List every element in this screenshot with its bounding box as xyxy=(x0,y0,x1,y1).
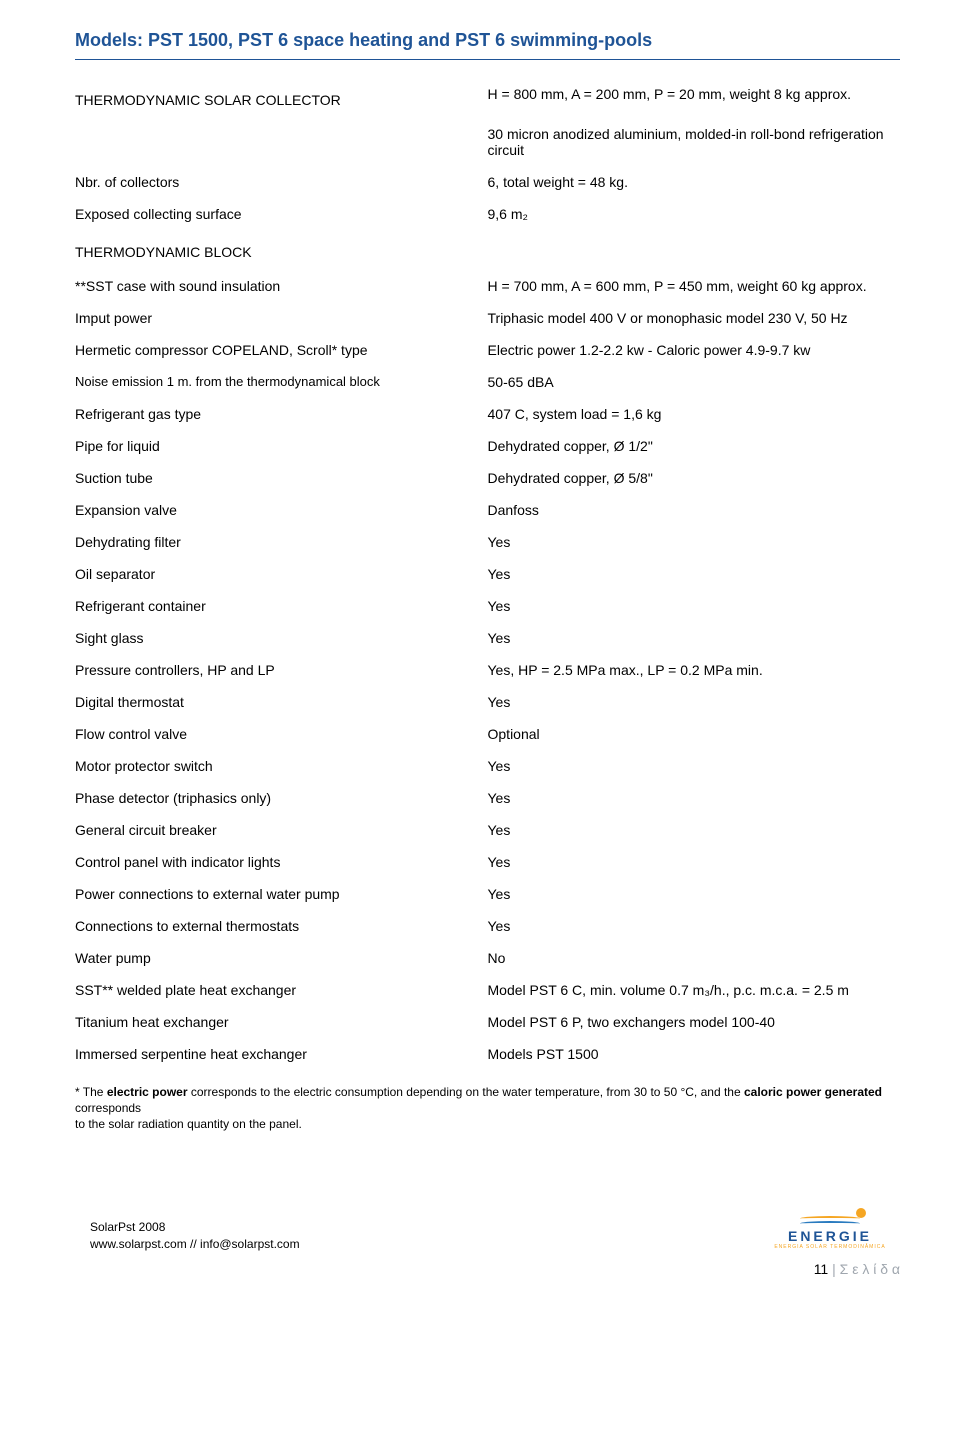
table-row: Power connections to external water pump… xyxy=(75,878,900,910)
spec-value xyxy=(488,230,901,270)
spec-label: THERMODYNAMIC BLOCK xyxy=(75,230,488,270)
table-row: Control panel with indicator lights Yes xyxy=(75,846,900,878)
table-row: Flow control valveOptional xyxy=(75,718,900,750)
spec-label: Exposed collecting surface xyxy=(75,198,488,230)
spec-label: Control panel with indicator lights xyxy=(75,846,488,878)
spec-label: Imput power xyxy=(75,302,488,334)
spec-label: Flow control valve xyxy=(75,718,488,750)
spec-label: Titanium heat exchanger xyxy=(75,1006,488,1038)
footer-text: SolarPst 2008 www.solarpst.com // info@s… xyxy=(90,1219,300,1253)
spec-value: Yes xyxy=(488,558,901,590)
spec-label: Hermetic compressor COPELAND, Scroll* ty… xyxy=(75,334,488,366)
spec-label: Immersed serpentine heat exchanger xyxy=(75,1038,488,1070)
page-title: Models: PST 1500, PST 6 space heating an… xyxy=(75,30,900,60)
table-row: Exposed collecting surface9,6 m₂ xyxy=(75,198,900,230)
spec-value: Yes xyxy=(488,910,901,942)
spec-value: Yes xyxy=(488,622,901,654)
spec-label: Refrigerant gas type xyxy=(75,398,488,430)
table-row: Pressure controllers, HP and LPYes, HP =… xyxy=(75,654,900,686)
spec-label: Sight glass xyxy=(75,622,488,654)
spec-label: Oil separator xyxy=(75,558,488,590)
table-row: General circuit breakerYes xyxy=(75,814,900,846)
table-row: Noise emission 1 m. from the thermodynam… xyxy=(75,366,900,398)
spec-label: Water pump xyxy=(75,942,488,974)
table-row: Refrigerant containerYes xyxy=(75,590,900,622)
spec-label xyxy=(75,118,488,166)
spec-value: 50-65 dBA xyxy=(488,366,901,398)
spec-value: Optional xyxy=(488,718,901,750)
spec-label: Suction tube xyxy=(75,462,488,494)
spec-value: Electric power 1.2-2.2 kw - Caloric powe… xyxy=(488,334,901,366)
spec-value: 30 micron anodized aluminium, molded-in … xyxy=(488,118,901,166)
spec-label: Refrigerant container xyxy=(75,590,488,622)
spec-label: THERMODYNAMIC SOLAR COLLECTOR xyxy=(75,78,488,118)
table-row: Sight glassYes xyxy=(75,622,900,654)
table-row: THERMODYNAMIC BLOCK xyxy=(75,230,900,270)
table-row: Hermetic compressor COPELAND, Scroll* ty… xyxy=(75,334,900,366)
spec-value: Danfoss xyxy=(488,494,901,526)
spec-value: Model PST 6 P, two exchangers model 100-… xyxy=(488,1006,901,1038)
spec-label: Power connections to external water pump xyxy=(75,878,488,910)
table-row: Connections to external thermostatsYes xyxy=(75,910,900,942)
footnote: * The electric power corresponds to the … xyxy=(75,1084,900,1133)
spec-value: Yes, HP = 2.5 MPa max., LP = 0.2 MPa min… xyxy=(488,654,901,686)
spec-label: Phase detector (triphasics only) xyxy=(75,782,488,814)
spec-value: Yes xyxy=(488,526,901,558)
spec-value: Dehydrated copper, Ø 1/2" xyxy=(488,430,901,462)
spec-value: No xyxy=(488,942,901,974)
spec-label: Noise emission 1 m. from the thermodynam… xyxy=(75,366,488,398)
table-row: Titanium heat exchangerModel PST 6 P, tw… xyxy=(75,1006,900,1038)
table-row: Immersed serpentine heat exchangerModels… xyxy=(75,1038,900,1070)
spec-value: 6, total weight = 48 kg. xyxy=(488,166,901,198)
spec-value: H = 800 mm, A = 200 mm, P = 20 mm, weigh… xyxy=(488,78,901,118)
table-row: Phase detector (triphasics only)Yes xyxy=(75,782,900,814)
spec-value: Yes xyxy=(488,846,901,878)
spec-label: Nbr. of collectors xyxy=(75,166,488,198)
spec-value: 407 C, system load = 1,6 kg xyxy=(488,398,901,430)
table-row: THERMODYNAMIC SOLAR COLLECTORH = 800 mm,… xyxy=(75,78,900,118)
table-row: Pipe for liquidDehydrated copper, Ø 1/2" xyxy=(75,430,900,462)
table-row: Expansion valveDanfoss xyxy=(75,494,900,526)
table-row: Suction tubeDehydrated copper, Ø 5/8" xyxy=(75,462,900,494)
spec-value: Yes xyxy=(488,814,901,846)
spec-value: Yes xyxy=(488,782,901,814)
spec-label: Expansion valve xyxy=(75,494,488,526)
spec-label: Pressure controllers, HP and LP xyxy=(75,654,488,686)
page-number: 11 | Σ ε λ ί δ α xyxy=(75,1261,900,1277)
table-row: Water pumpNo xyxy=(75,942,900,974)
spec-label: Digital thermostat xyxy=(75,686,488,718)
table-row: Motor protector switchYes xyxy=(75,750,900,782)
spec-value: 9,6 m₂ xyxy=(488,198,901,230)
spec-value: Models PST 1500 xyxy=(488,1038,901,1070)
energie-logo: ENERGIE ENERGIA SOLAR TERMODINÂMICA xyxy=(760,1213,900,1253)
spec-value: Triphasic model 400 V or monophasic mode… xyxy=(488,302,901,334)
spec-value: Yes xyxy=(488,750,901,782)
spec-value: Dehydrated copper, Ø 5/8" xyxy=(488,462,901,494)
table-row: **SST case with sound insulationH = 700 … xyxy=(75,270,900,302)
table-row: Digital thermostatYes xyxy=(75,686,900,718)
table-row: Nbr. of collectors6, total weight = 48 k… xyxy=(75,166,900,198)
spec-label: Dehydrating filter xyxy=(75,526,488,558)
spec-value: Yes xyxy=(488,590,901,622)
table-row: 30 micron anodized aluminium, molded-in … xyxy=(75,118,900,166)
spec-label: Pipe for liquid xyxy=(75,430,488,462)
spec-value: Yes xyxy=(488,878,901,910)
spec-value: Model PST 6 C, min. volume 0.7 m₃/h., p.… xyxy=(488,974,901,1006)
table-row: Oil separatorYes xyxy=(75,558,900,590)
spec-label: **SST case with sound insulation xyxy=(75,270,488,302)
table-row: Imput powerTriphasic model 400 V or mono… xyxy=(75,302,900,334)
spec-label: Connections to external thermostats xyxy=(75,910,488,942)
spec-table: THERMODYNAMIC SOLAR COLLECTORH = 800 mm,… xyxy=(75,78,900,1070)
spec-value: Yes xyxy=(488,686,901,718)
spec-value: H = 700 mm, A = 600 mm, P = 450 mm, weig… xyxy=(488,270,901,302)
table-row: Refrigerant gas type407 C, system load =… xyxy=(75,398,900,430)
spec-label: Motor protector switch xyxy=(75,750,488,782)
table-row: SST** welded plate heat exchangerModel P… xyxy=(75,974,900,1006)
table-row: Dehydrating filterYes xyxy=(75,526,900,558)
spec-label: General circuit breaker xyxy=(75,814,488,846)
footer: SolarPst 2008 www.solarpst.com // info@s… xyxy=(75,1213,900,1253)
spec-label: SST** welded plate heat exchanger xyxy=(75,974,488,1006)
